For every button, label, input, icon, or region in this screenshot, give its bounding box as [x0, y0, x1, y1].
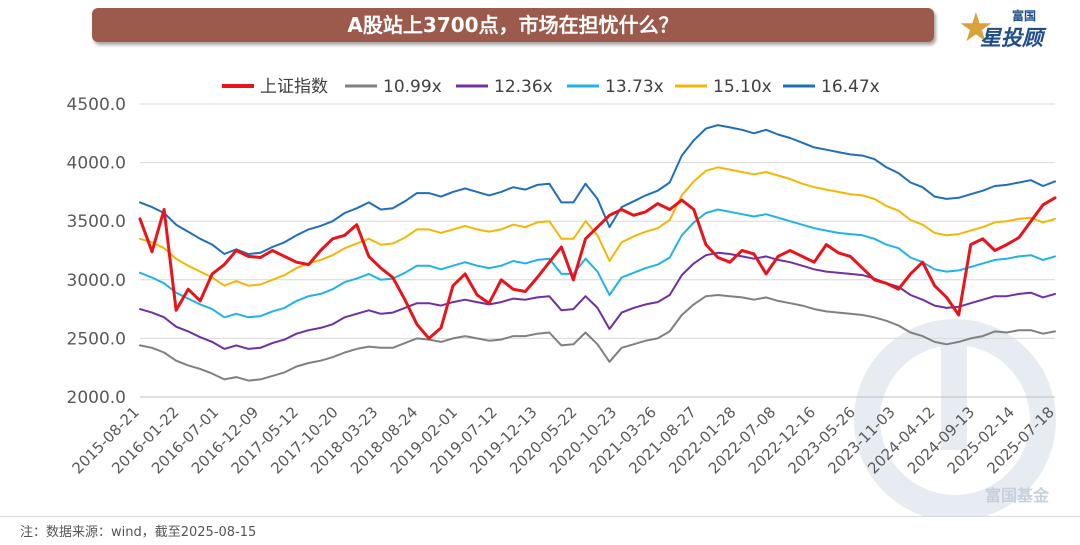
- watermark-text: 富国基金: [985, 486, 1050, 505]
- y-tick-label: 4500.0: [67, 95, 126, 115]
- logo-top-text: 富国: [1012, 9, 1037, 23]
- legend-label-3: 13.73x: [605, 77, 664, 97]
- series-line-5: [139, 124, 1056, 255]
- legend-label-2: 12.36x: [494, 77, 553, 97]
- series-line-2: [139, 251, 1056, 350]
- y-tick-label: 3000.0: [67, 271, 126, 291]
- source-note: 注：数据来源：wind，截至2025-08-15: [20, 525, 257, 540]
- note-divider: [0, 516, 1080, 517]
- series-line-1: [139, 294, 1056, 382]
- logo-main-text: 星投顾: [980, 26, 1043, 50]
- series-line-0: [138, 196, 1057, 340]
- brand-logo: ★ 富国 星投顾: [958, 4, 1076, 52]
- legend-label-0: 上证指数: [260, 77, 328, 97]
- y-tick-label: 4000.0: [67, 154, 126, 174]
- legend-label-5: 16.47x: [821, 77, 880, 97]
- y-tick-label: 3500.0: [67, 212, 126, 232]
- y-tick-label: 2500.0: [67, 329, 126, 349]
- star-icon: ★: [958, 5, 994, 51]
- y-tick-label: 2000.0: [67, 388, 126, 408]
- legend-label-1: 10.99x: [383, 77, 442, 97]
- legend-label-4: 15.10x: [713, 77, 772, 97]
- series-line-4: [139, 166, 1056, 287]
- watermark-logo: [854, 319, 1056, 516]
- series-line-3: [139, 208, 1056, 319]
- chart-title: A股站上3700点，市场在担忧什么？: [92, 8, 934, 42]
